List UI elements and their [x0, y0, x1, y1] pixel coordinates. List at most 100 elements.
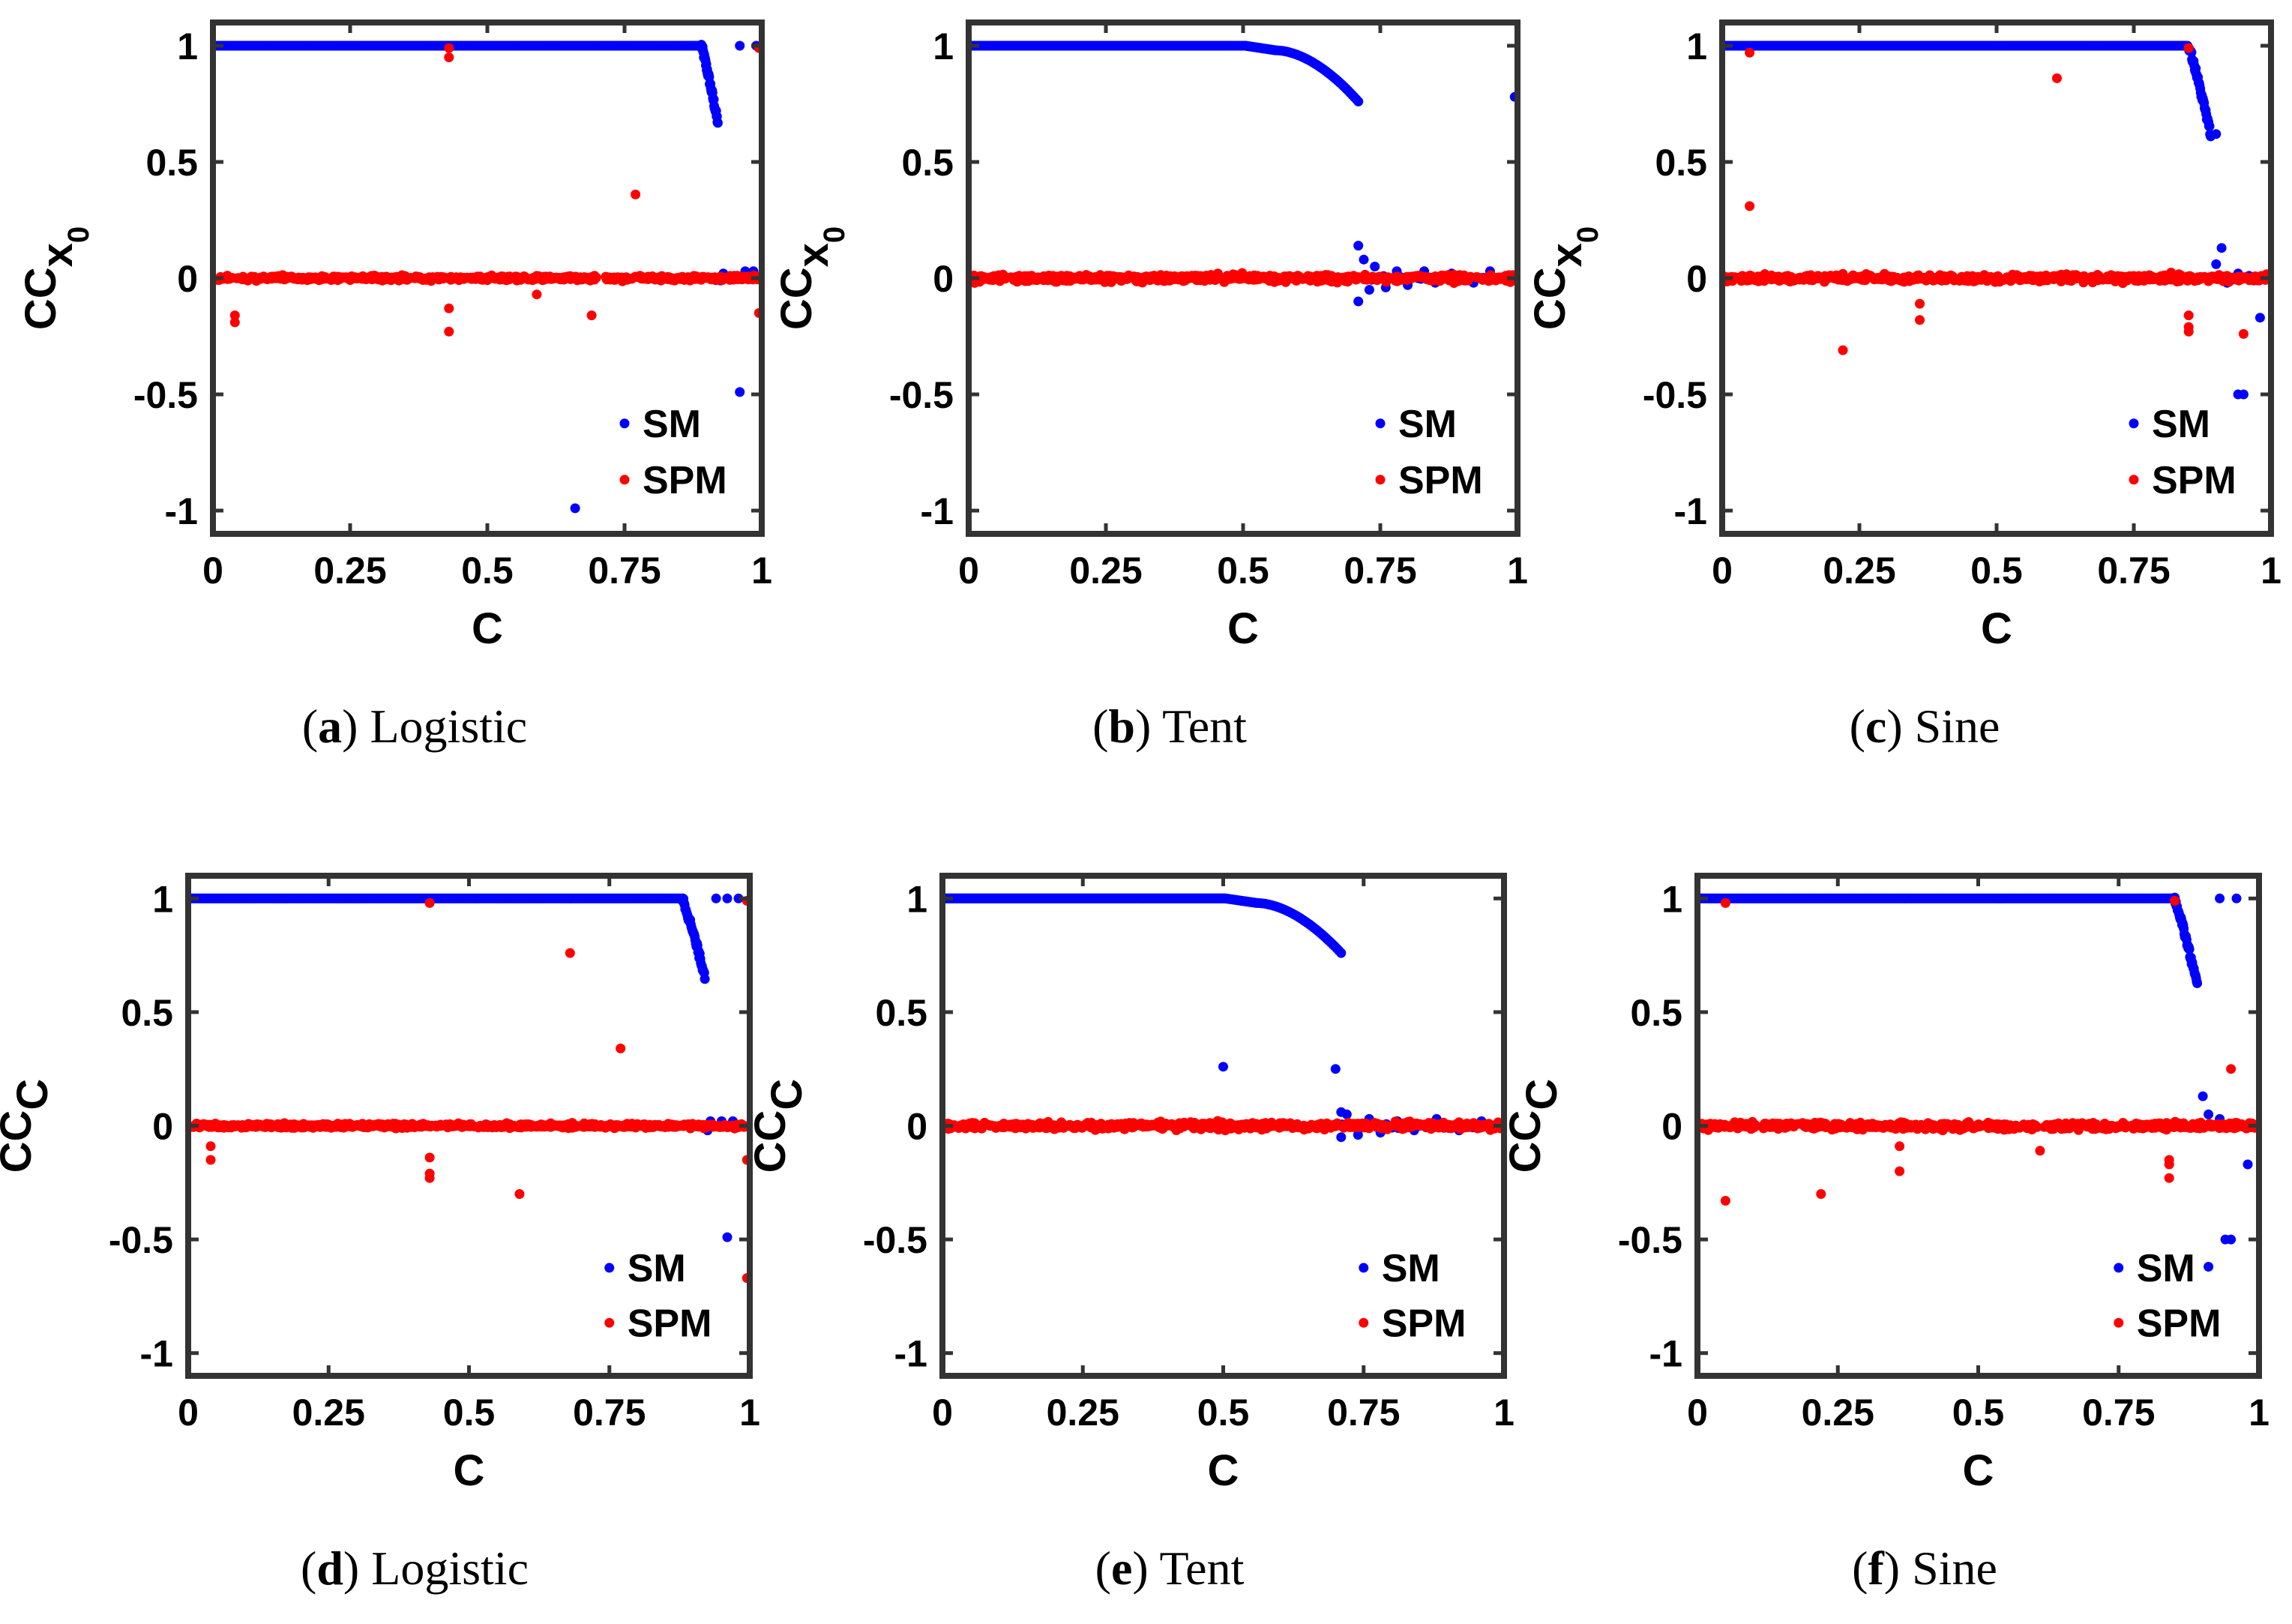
y-tick-label: -1 [921, 490, 954, 532]
x-tick-label: 1 [739, 1392, 760, 1434]
y-tick-label: -1 [1674, 490, 1707, 532]
spm-point [1412, 271, 1422, 282]
y-tick-label: 0.5 [145, 142, 198, 184]
spm-point [332, 273, 343, 283]
sm-point [2255, 313, 2265, 323]
spm-point [1967, 271, 1978, 281]
spm-point [323, 1119, 334, 1130]
spm-point [2024, 274, 2034, 283]
spm-point [1869, 274, 1880, 285]
spm-point [1145, 272, 1155, 283]
spm-point [1751, 275, 1762, 286]
legend-sm-label: SM [628, 1247, 686, 1290]
spm-point [376, 1119, 385, 1129]
spm-point [1795, 274, 1805, 285]
spm-point [1745, 47, 1755, 58]
spm-point [1133, 272, 1143, 282]
plot-area [1722, 40, 2271, 400]
spm-point [1915, 298, 1925, 309]
spm-point [659, 1120, 670, 1131]
x-tick-label: 0.75 [1344, 550, 1416, 592]
x-tick-label: 0.75 [2097, 550, 2170, 592]
spm-point [2174, 269, 2184, 280]
caption-text: ) Sine [1886, 700, 2000, 753]
plot-area [213, 40, 762, 514]
spm-point [2240, 272, 2251, 282]
legend-spm-marker [604, 1317, 615, 1328]
caption-text: ) Logistic [343, 1542, 529, 1595]
spm-point [1915, 315, 1925, 325]
spm-point [1452, 274, 1462, 284]
spm-point [229, 317, 240, 328]
x-tick-label: 1 [2261, 550, 2282, 592]
spm-point [257, 1120, 268, 1131]
legend-sm-marker [2129, 418, 2139, 429]
spm-point [695, 1121, 706, 1131]
spm-point [245, 272, 256, 283]
spm-point [343, 1121, 352, 1131]
spm-point [538, 272, 548, 283]
y-label-subsub: 0 [62, 226, 95, 243]
spm-point [442, 1122, 453, 1133]
caption: (b) Tent [1092, 700, 1247, 753]
caption-paren-open: ( [302, 700, 318, 753]
y-label-subsub: 0 [818, 226, 851, 243]
spm-point [2064, 272, 2075, 283]
spm-point [616, 1043, 626, 1053]
spm-point [586, 272, 596, 283]
x-tick-label: 0.5 [443, 1392, 496, 1434]
x-axis-label: C [1981, 604, 2012, 653]
y-tick-label: 0.5 [901, 142, 954, 184]
x-tick-label: 0 [178, 1392, 199, 1434]
spm-point [412, 1121, 423, 1131]
legend-spm-marker [619, 475, 630, 485]
x-tick-label: 0 [202, 550, 223, 592]
spm-point [1208, 274, 1218, 285]
spm-point [449, 274, 460, 284]
spm-point [1945, 271, 1955, 282]
x-tick-label: 0 [1712, 550, 1733, 592]
spm-point [1380, 274, 1391, 284]
legend-spm-label: SPM [1398, 459, 1483, 502]
spm-point [454, 1120, 465, 1131]
spm-point [1861, 271, 1871, 281]
spm-point [354, 1121, 364, 1131]
spm-point [444, 43, 454, 53]
y-tick-label: -1 [140, 1333, 173, 1375]
sm-point [722, 893, 733, 903]
spm-point [1031, 274, 1041, 284]
spm-point [245, 1120, 256, 1131]
y-axis-label: CCx0 [16, 226, 95, 330]
spm-point [1805, 272, 1816, 283]
spm-point [1199, 273, 1209, 283]
spm-point [2183, 43, 2194, 53]
spm-point [210, 1121, 220, 1131]
y-tick-label: -0.5 [889, 374, 954, 416]
spm-point [703, 272, 713, 283]
spm-point [622, 272, 631, 283]
spm-point [2155, 276, 2165, 286]
sm-point [1353, 241, 1364, 251]
spm-point [464, 273, 475, 283]
spm-point [1434, 274, 1444, 285]
y-tick-label: 0.5 [1655, 142, 1707, 184]
spm-point [2183, 326, 2194, 337]
x-axis-label: C [454, 1446, 485, 1495]
sm-point [700, 974, 710, 984]
spm-point [2052, 73, 2062, 83]
spm-point [1736, 276, 1746, 286]
sm-point [1353, 296, 1364, 307]
spm-point [737, 274, 748, 285]
spm-point [981, 273, 992, 283]
y-tick-label: 1 [152, 878, 173, 920]
y-tick-label: 0 [1686, 258, 1707, 300]
y-label-subsub: 0 [1571, 226, 1604, 243]
x-tick-label: 0.75 [588, 550, 661, 592]
spm-point [1244, 274, 1254, 285]
caption-paren-open: ( [1850, 700, 1865, 753]
spm-point [567, 273, 577, 283]
spm-point [1371, 273, 1381, 283]
spm-point [571, 1122, 581, 1132]
